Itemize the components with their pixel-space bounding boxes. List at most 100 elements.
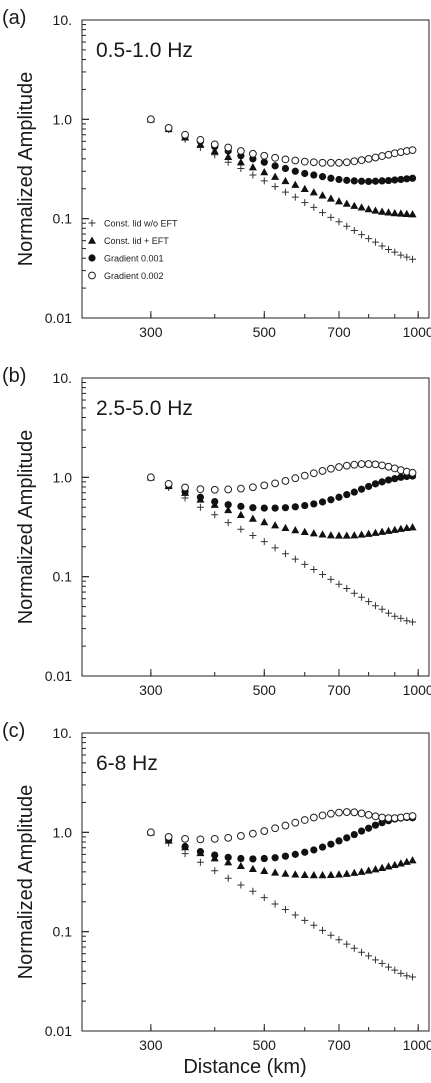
data-point	[357, 460, 366, 468]
data-point	[396, 524, 405, 532]
panel-letter: (a)	[2, 7, 26, 29]
data-point	[224, 485, 233, 494]
data-point	[281, 176, 290, 185]
data-point	[391, 176, 399, 184]
data-point	[408, 523, 417, 531]
data-point	[403, 175, 411, 183]
plot-frame	[81, 732, 430, 1032]
data-point	[408, 146, 417, 155]
data-point	[224, 853, 232, 861]
data-point	[301, 199, 309, 207]
data-point	[196, 136, 205, 144]
legend-label: Const. lid w/o EFT	[104, 219, 178, 229]
data-point	[403, 253, 411, 261]
data-point	[391, 248, 399, 256]
x-tick-label: 700	[327, 682, 351, 698]
series-filled-circle	[147, 115, 417, 186]
data-point	[301, 501, 309, 510]
data-point	[342, 158, 351, 167]
data-point	[181, 850, 189, 858]
data-point	[357, 177, 366, 185]
data-point	[343, 585, 351, 593]
data-point	[357, 809, 366, 818]
data-point	[281, 869, 290, 877]
data-point	[211, 511, 219, 519]
data-point	[364, 810, 373, 819]
data-point	[281, 523, 290, 532]
series-triangle	[146, 115, 417, 218]
data-point	[350, 227, 358, 235]
panel-b: 0.01 0.1 1.0 10. 300 500 700 1000 (b) 2.5-5.0 Hz N…	[2, 365, 431, 698]
data-point	[350, 201, 359, 209]
data-point	[334, 197, 343, 205]
data-point	[335, 175, 343, 184]
data-point	[211, 851, 219, 859]
data-point	[318, 811, 327, 820]
data-point	[236, 510, 245, 518]
data-point	[319, 209, 327, 217]
data-point	[236, 158, 245, 166]
data-point	[318, 870, 327, 879]
data-point	[358, 231, 366, 239]
data-point	[260, 151, 269, 160]
data-point	[365, 824, 373, 832]
data-point	[291, 193, 299, 201]
data-point	[318, 530, 327, 538]
x-tick-label: 300	[139, 1037, 163, 1053]
y-axis-title: Normalized Amplitude	[15, 785, 37, 980]
data-point	[378, 461, 386, 470]
data-point	[335, 580, 343, 588]
data-point	[271, 854, 279, 862]
data-point	[385, 609, 393, 617]
data-point	[237, 881, 245, 889]
data-point	[365, 952, 373, 960]
data-point	[385, 963, 393, 971]
data-point	[224, 143, 233, 152]
data-point	[327, 158, 335, 167]
data-point	[164, 832, 173, 841]
data-point	[350, 460, 359, 469]
y-tick-label: 0.1	[53, 211, 73, 227]
data-point	[271, 868, 280, 876]
data-point	[271, 183, 279, 191]
data-point	[378, 863, 387, 871]
data-point	[334, 870, 343, 878]
data-point	[391, 475, 399, 483]
data-point	[196, 858, 204, 866]
panel-title: 2.5-5.0 Hz	[96, 397, 193, 420]
data-point	[260, 538, 268, 546]
series-plus	[147, 473, 417, 626]
data-point	[281, 164, 290, 173]
data-point	[342, 461, 351, 470]
data-point	[402, 857, 411, 865]
data-point	[281, 504, 290, 512]
data-point	[260, 854, 268, 863]
legend-marker	[88, 254, 96, 262]
data-point	[210, 140, 219, 149]
data-point	[343, 834, 351, 842]
data-point	[310, 846, 318, 854]
data-point	[310, 203, 318, 211]
data-point	[397, 614, 405, 622]
data-point	[310, 171, 318, 179]
data-point	[224, 519, 232, 527]
data-point	[260, 866, 269, 874]
legend-marker	[88, 219, 96, 227]
legend-marker	[88, 271, 96, 280]
y-tick-label: 1.0	[53, 824, 73, 840]
data-point	[291, 911, 299, 919]
data-point	[291, 850, 299, 858]
data-point	[271, 153, 280, 162]
data-point	[319, 571, 327, 579]
data-point	[342, 199, 351, 207]
data-point	[371, 206, 380, 214]
data-point	[291, 525, 300, 534]
data-point	[318, 467, 327, 475]
data-point	[300, 157, 309, 166]
data-point	[357, 485, 366, 493]
data-point	[237, 502, 245, 510]
data-point	[358, 948, 366, 956]
data-point	[378, 605, 386, 613]
data-point	[397, 473, 405, 481]
data-point	[291, 870, 300, 878]
